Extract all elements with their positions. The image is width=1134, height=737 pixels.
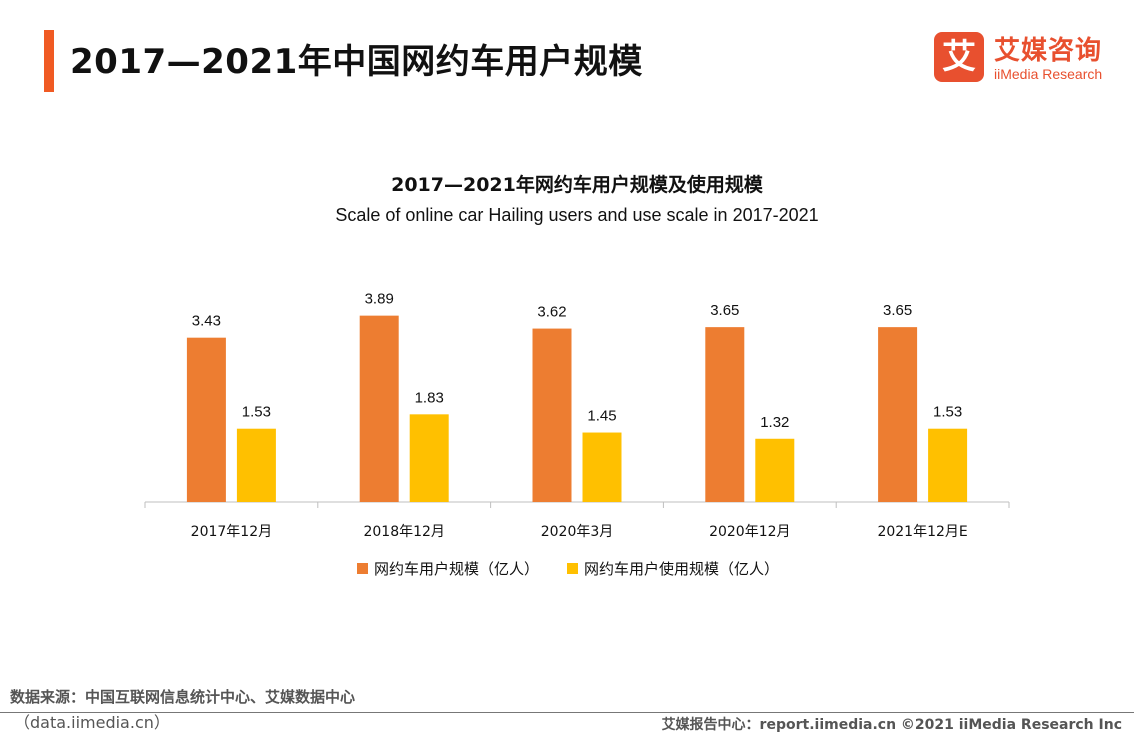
- logo-en-text: iiMedia Research: [994, 66, 1103, 82]
- data-label: 1.53: [933, 404, 962, 421]
- x-tick-label: 2020年3月: [541, 524, 614, 540]
- x-tick-label: 2020年12月: [709, 524, 790, 540]
- footer-divider: [0, 712, 1134, 713]
- data-label: 3.89: [365, 291, 394, 308]
- bar-users: [705, 327, 745, 502]
- logo-mark-icon: 艾: [934, 32, 984, 82]
- data-source-url: （data.iimedia.cn）: [14, 713, 170, 732]
- data-label: 3.65: [710, 302, 739, 319]
- data-label: 3.43: [192, 313, 221, 330]
- legend-swatch-usage: [567, 563, 579, 574]
- chart-title: 2017—2021年网约车用户规模及使用规模: [391, 174, 763, 196]
- bar-users: [359, 315, 399, 502]
- chart-subtitle: Scale of online car Hailing users and us…: [335, 205, 819, 225]
- iimedia-logo: 艾 艾媒咨询 iiMedia Research: [932, 30, 1122, 86]
- bar-users: [186, 337, 226, 502]
- data-label: 3.65: [883, 302, 912, 319]
- legend-label-users: 网约车用户规模（亿人）: [374, 560, 540, 578]
- chart-legend: 网约车用户规模（亿人） 网约车用户使用规模（亿人）: [357, 558, 779, 579]
- bar-usage: [409, 414, 449, 502]
- page-title: 2017—2021年中国网约车用户规模: [70, 42, 643, 82]
- legend-label-usage: 网约车用户使用规模（亿人）: [584, 560, 780, 578]
- bar-users: [532, 328, 572, 502]
- x-tick-label: 2021年12月E: [877, 524, 967, 540]
- data-label: 1.45: [587, 408, 616, 425]
- legend-item-users: 网约车用户规模（亿人）: [357, 558, 539, 579]
- x-tick-label: 2018年12月: [363, 524, 444, 540]
- footer-credit: 艾媒报告中心：report.iimedia.cn ©2021 iiMedia R…: [661, 717, 1122, 733]
- data-label: 1.53: [242, 404, 271, 421]
- logo-cn-text: 艾媒咨询: [994, 36, 1103, 66]
- bar-usage: [755, 438, 795, 502]
- title-accent-bar: [44, 30, 54, 92]
- bar-users: [878, 327, 918, 502]
- legend-swatch-users: [357, 563, 368, 574]
- bar-usage: [236, 428, 276, 502]
- data-source: 数据来源：中国互联网信息统计中心、艾媒数据中心: [10, 688, 356, 706]
- data-label: 1.83: [415, 389, 444, 406]
- x-tick-label: 2017年12月: [191, 524, 272, 540]
- data-label: 3.62: [537, 304, 566, 321]
- legend-item-usage: 网约车用户使用规模（亿人）: [567, 558, 779, 579]
- bar-usage: [582, 432, 622, 502]
- bar-usage: [928, 428, 968, 502]
- data-label: 1.32: [760, 414, 789, 431]
